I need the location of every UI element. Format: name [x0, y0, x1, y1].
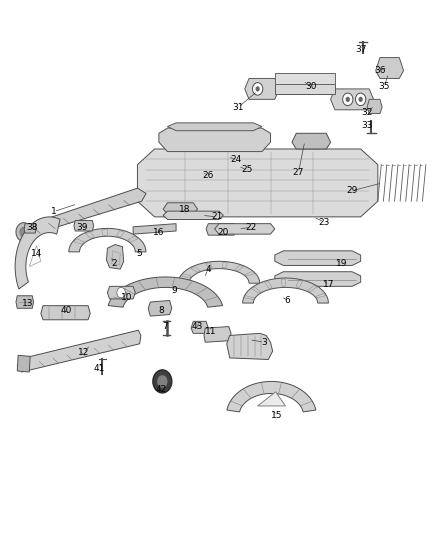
Polygon shape	[245, 78, 279, 99]
Text: 21: 21	[211, 212, 223, 221]
Text: 29: 29	[346, 186, 358, 195]
Polygon shape	[133, 224, 176, 234]
Text: 25: 25	[241, 165, 253, 174]
Polygon shape	[17, 330, 141, 372]
Text: 41: 41	[93, 364, 105, 373]
Text: 4: 4	[205, 264, 211, 273]
Text: 37: 37	[355, 45, 367, 54]
Text: 23: 23	[318, 217, 330, 227]
Polygon shape	[258, 392, 286, 406]
Polygon shape	[15, 217, 60, 289]
Polygon shape	[215, 224, 275, 234]
Polygon shape	[227, 333, 272, 359]
Text: 36: 36	[374, 66, 386, 75]
Polygon shape	[163, 203, 198, 214]
Polygon shape	[138, 149, 378, 217]
Text: 33: 33	[361, 121, 373, 130]
Text: 22: 22	[246, 223, 257, 232]
Text: 39: 39	[76, 223, 88, 232]
Polygon shape	[243, 278, 328, 303]
Text: 5: 5	[137, 249, 142, 258]
Polygon shape	[292, 133, 331, 149]
Text: 6: 6	[285, 296, 290, 305]
Polygon shape	[41, 306, 90, 320]
Polygon shape	[331, 89, 374, 110]
Text: 16: 16	[153, 228, 165, 237]
Text: 13: 13	[22, 298, 34, 308]
Polygon shape	[367, 99, 382, 114]
Polygon shape	[163, 211, 223, 220]
Text: 10: 10	[121, 293, 132, 302]
Polygon shape	[167, 123, 262, 131]
Polygon shape	[206, 224, 236, 235]
Text: 15: 15	[271, 411, 283, 420]
Polygon shape	[178, 261, 260, 283]
Polygon shape	[106, 245, 124, 269]
Text: 35: 35	[378, 82, 390, 91]
Polygon shape	[275, 73, 335, 84]
Polygon shape	[227, 382, 316, 412]
Circle shape	[20, 228, 28, 237]
Text: 1: 1	[51, 207, 57, 216]
Text: 31: 31	[233, 103, 244, 112]
Text: 18: 18	[179, 205, 191, 214]
Polygon shape	[148, 301, 172, 316]
Polygon shape	[74, 221, 94, 231]
Text: 9: 9	[171, 286, 177, 295]
Circle shape	[117, 287, 125, 298]
Text: 14: 14	[31, 249, 42, 258]
Text: 8: 8	[158, 306, 164, 316]
Text: 32: 32	[361, 108, 373, 117]
Text: 12: 12	[78, 348, 89, 357]
Polygon shape	[275, 251, 360, 265]
Text: 38: 38	[27, 223, 38, 232]
Polygon shape	[16, 296, 34, 308]
Text: 26: 26	[203, 171, 214, 180]
Circle shape	[346, 97, 350, 102]
Text: 7: 7	[162, 322, 168, 331]
Polygon shape	[275, 84, 335, 94]
Polygon shape	[204, 327, 231, 342]
Circle shape	[358, 97, 363, 102]
Polygon shape	[275, 272, 360, 286]
Polygon shape	[376, 58, 403, 78]
Polygon shape	[17, 356, 30, 372]
Text: 19: 19	[336, 260, 347, 269]
Circle shape	[255, 86, 260, 92]
Circle shape	[356, 93, 366, 106]
Text: 40: 40	[61, 306, 72, 316]
Text: 30: 30	[306, 82, 317, 91]
Circle shape	[343, 93, 353, 106]
Polygon shape	[107, 286, 135, 299]
Text: 42: 42	[155, 385, 167, 394]
Circle shape	[252, 83, 263, 95]
Circle shape	[153, 370, 172, 393]
Text: 3: 3	[261, 338, 267, 347]
Text: 43: 43	[192, 322, 203, 331]
Text: 27: 27	[293, 168, 304, 177]
Text: 20: 20	[218, 228, 229, 237]
Text: 2: 2	[111, 260, 117, 269]
Polygon shape	[108, 277, 223, 307]
Polygon shape	[69, 228, 146, 252]
Polygon shape	[17, 188, 146, 238]
Circle shape	[157, 375, 167, 387]
Polygon shape	[24, 224, 36, 233]
Text: 11: 11	[205, 327, 216, 336]
Polygon shape	[191, 321, 208, 333]
Text: 24: 24	[230, 155, 242, 164]
Text: 17: 17	[323, 280, 334, 289]
Polygon shape	[159, 128, 271, 151]
Circle shape	[16, 223, 32, 241]
